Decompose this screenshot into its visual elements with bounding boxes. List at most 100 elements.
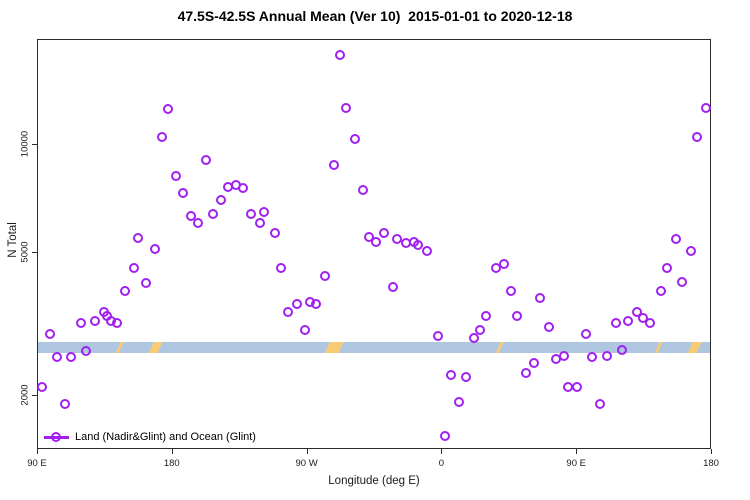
y-tick bbox=[32, 143, 37, 145]
data-point bbox=[238, 182, 249, 193]
data-point bbox=[335, 50, 346, 61]
data-point bbox=[52, 351, 63, 362]
data-point bbox=[140, 277, 151, 288]
reference-band bbox=[38, 341, 710, 354]
data-point bbox=[432, 330, 443, 341]
data-point bbox=[461, 372, 472, 383]
data-point bbox=[185, 210, 196, 221]
data-point bbox=[193, 218, 204, 229]
x-tick bbox=[37, 449, 38, 454]
data-point bbox=[602, 350, 613, 361]
data-point bbox=[453, 397, 464, 407]
x-axis-label: Longitude (deg E) bbox=[328, 475, 420, 487]
data-point bbox=[292, 299, 302, 310]
data-point bbox=[676, 277, 687, 288]
legend-label: Land (Nadir&Glint) and Ocean (Glint) bbox=[75, 431, 256, 443]
data-point bbox=[611, 317, 622, 328]
data-point bbox=[506, 286, 517, 297]
x-tick bbox=[171, 449, 173, 454]
data-point bbox=[632, 306, 642, 317]
data-gap-mark bbox=[495, 341, 504, 354]
data-point bbox=[655, 286, 666, 297]
data-point bbox=[543, 321, 554, 332]
data-point bbox=[468, 332, 479, 343]
data-point bbox=[670, 233, 681, 244]
data-point bbox=[275, 262, 286, 273]
data-point bbox=[558, 350, 569, 361]
data-point bbox=[528, 358, 539, 369]
data-point bbox=[178, 188, 189, 199]
data-point bbox=[371, 236, 382, 247]
data-point bbox=[498, 258, 509, 269]
data-point bbox=[581, 328, 592, 339]
data-point bbox=[387, 282, 398, 293]
x-tick-label: 0 bbox=[438, 458, 445, 469]
x-tick bbox=[441, 449, 443, 454]
data-point bbox=[594, 399, 605, 410]
data-point bbox=[320, 270, 331, 281]
x-tick bbox=[576, 449, 578, 454]
data-point bbox=[200, 154, 211, 165]
data-point bbox=[112, 317, 123, 328]
data-point bbox=[215, 194, 226, 205]
data-point bbox=[413, 239, 424, 250]
legend-marker-icon bbox=[51, 432, 61, 442]
data-point bbox=[691, 131, 702, 142]
y-tick-label: 10000 bbox=[19, 130, 31, 157]
data-point bbox=[128, 262, 139, 273]
data-point bbox=[170, 171, 181, 182]
y-tick-label: 2000 bbox=[19, 384, 31, 406]
data-point bbox=[617, 345, 628, 356]
data-point bbox=[283, 306, 294, 317]
data-point bbox=[350, 133, 361, 144]
data-point bbox=[269, 228, 280, 239]
data-point bbox=[587, 352, 598, 363]
y-tick-label: 5000 bbox=[19, 241, 31, 263]
data-point bbox=[474, 324, 485, 335]
data-point bbox=[446, 369, 457, 380]
data-gap-mark bbox=[115, 341, 124, 354]
data-point bbox=[534, 292, 545, 303]
data-point bbox=[89, 315, 100, 326]
y-tick bbox=[32, 395, 37, 397]
data-point bbox=[37, 382, 48, 393]
x-tick bbox=[306, 449, 308, 454]
data-point bbox=[133, 232, 144, 243]
data-point bbox=[311, 299, 322, 310]
data-point bbox=[208, 208, 219, 219]
data-point bbox=[157, 131, 168, 142]
x-tick-label: 180 bbox=[703, 458, 719, 469]
data-point bbox=[76, 317, 87, 328]
data-point bbox=[422, 246, 433, 257]
data-point bbox=[480, 310, 491, 321]
data-point bbox=[623, 315, 634, 326]
data-point bbox=[341, 102, 352, 113]
data-point bbox=[685, 246, 696, 257]
data-point bbox=[378, 228, 389, 239]
data-point bbox=[700, 102, 711, 113]
data-point bbox=[645, 317, 656, 328]
data-point bbox=[572, 382, 583, 393]
data-point bbox=[254, 218, 265, 229]
data-point bbox=[59, 399, 70, 410]
data-gap-mark bbox=[148, 341, 163, 354]
data-point bbox=[163, 104, 174, 115]
data-point bbox=[357, 184, 368, 195]
x-tick bbox=[711, 449, 712, 454]
data-point bbox=[440, 430, 451, 441]
x-tick-label: 180 bbox=[163, 458, 180, 469]
y-tick bbox=[32, 251, 37, 253]
data-point bbox=[245, 208, 256, 219]
data-point bbox=[521, 367, 532, 378]
data-point bbox=[119, 286, 130, 297]
y-axis-label: N Total bbox=[7, 222, 19, 258]
data-point bbox=[512, 310, 523, 321]
data-point bbox=[661, 262, 672, 273]
data-point bbox=[80, 345, 91, 356]
data-gap-mark bbox=[323, 341, 344, 354]
chart-title: 47.5S-42.5S Annual Mean (Ver 10) 2015-01… bbox=[177, 8, 573, 24]
data-gap-mark bbox=[687, 341, 702, 354]
x-tick-label: 90 E bbox=[27, 458, 47, 469]
data-point bbox=[329, 159, 340, 170]
